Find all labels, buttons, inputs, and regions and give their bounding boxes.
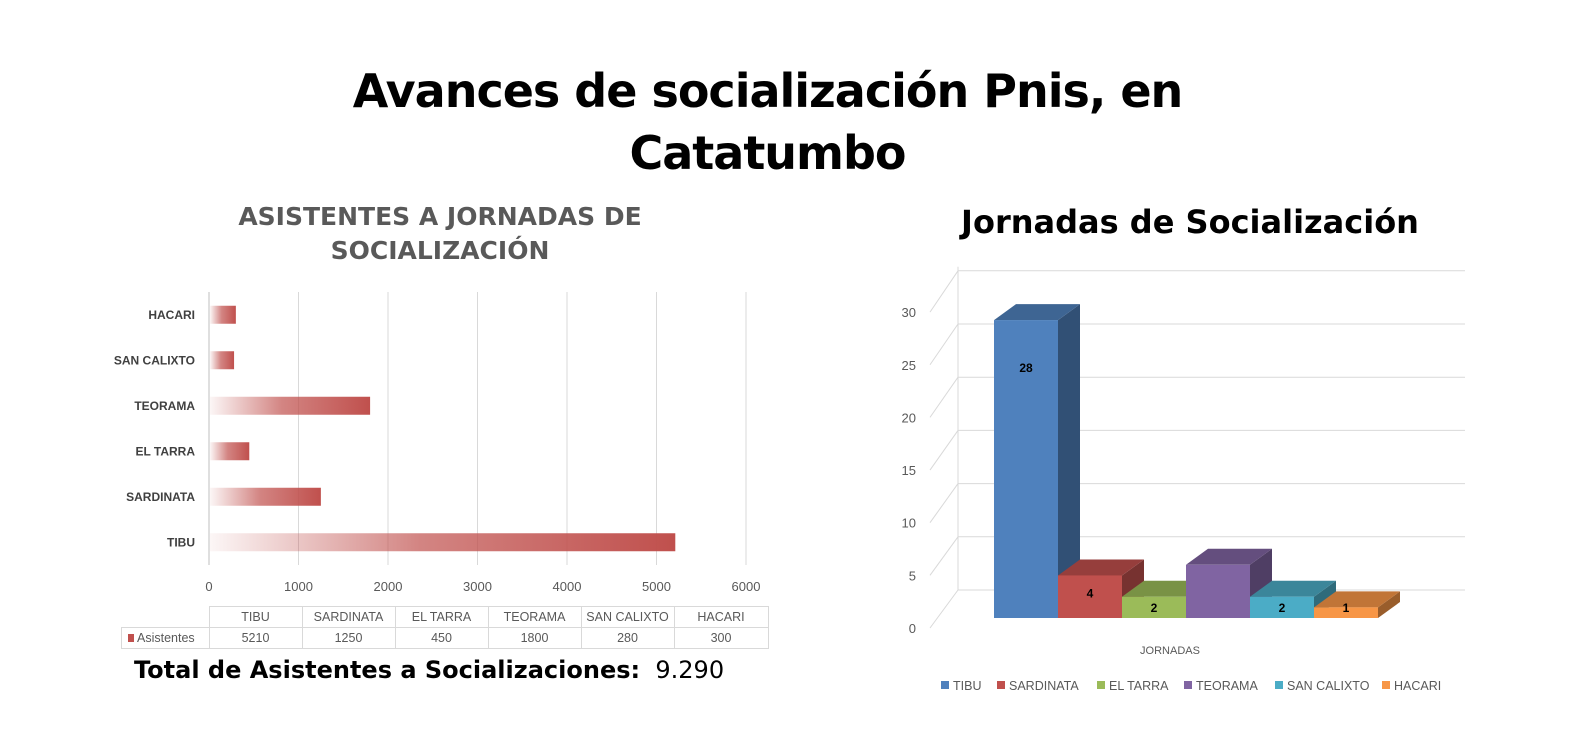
y-category-label: TIBU xyxy=(167,535,195,549)
bar-top-san-calixto xyxy=(1250,580,1336,597)
table-header-cell: HACARI xyxy=(673,606,769,628)
main-title-line-1: Avances de socialización Pnis, en xyxy=(352,64,1184,118)
bar-teorama xyxy=(210,396,371,415)
legend-swatch xyxy=(1275,681,1283,689)
bar-top-sardinata xyxy=(1058,559,1144,576)
bar-teorama xyxy=(1186,564,1250,618)
legend-label: TIBU xyxy=(953,679,981,693)
table-header-cell: SARDINATA xyxy=(301,606,396,628)
gridline-side xyxy=(929,430,959,471)
table-value-cell: 300 xyxy=(673,627,769,649)
bar-side-tibu xyxy=(1058,304,1080,618)
x-axis-label: JORNADAS xyxy=(1140,645,1200,657)
table-value-cell: 1250 xyxy=(301,627,396,649)
x-tick-label: 4000 xyxy=(553,579,582,594)
main-title-line-2: Catatumbo xyxy=(629,126,906,180)
gridline-side xyxy=(929,270,959,313)
legend-swatch xyxy=(1184,681,1192,689)
gridline-side xyxy=(929,536,959,576)
x-tick-label: 5000 xyxy=(642,579,671,594)
bar-hacari xyxy=(210,305,236,324)
y-tick-label: 10 xyxy=(902,516,916,531)
main-title: Avances de socialización Pnis, en Catatu… xyxy=(0,60,1535,184)
attendees-data-table: TIBU SARDINATA EL TARRA TEORAMA SAN CALIXTO H… xyxy=(121,606,769,649)
legend-label: HACARI xyxy=(1394,679,1441,693)
y-category-label: TEORAMA xyxy=(134,399,195,413)
legend-label: EL TARRA xyxy=(1109,679,1169,693)
table-header-row: TIBU SARDINATA EL TARRA TEORAMA SAN CALIXTO H… xyxy=(122,606,769,628)
y-tick-label: 25 xyxy=(902,358,916,373)
y-tick-label: 30 xyxy=(902,305,916,320)
gridline-side xyxy=(929,376,959,418)
table-value-cell: 450 xyxy=(394,627,489,649)
legend-swatch xyxy=(941,681,949,689)
bar-el-tarra xyxy=(210,442,250,461)
gridline-side xyxy=(929,483,959,523)
gridline-side xyxy=(929,323,959,366)
attendees-title-line-2: SOCIALIZACIÓN xyxy=(330,236,550,265)
legend-label: SAN CALIXTO xyxy=(1287,679,1370,693)
table-row: Asistentes 5210 1250 450 1800 280 300 xyxy=(121,627,769,649)
data-label: 28 xyxy=(1019,361,1033,375)
table-header-cell: TEORAMA xyxy=(487,606,582,628)
bar-sardinata xyxy=(210,487,321,506)
attendees-bar-chart: 0 1000 2000 3000 4000 5000 6000 TIBU SARDINATA EL… xyxy=(114,292,761,594)
legend-swatch xyxy=(997,681,1005,689)
total-label: Total de Asistentes a Socializaciones: xyxy=(134,656,641,684)
bar-side-hacari xyxy=(1378,591,1400,618)
y-tick-label: 0 xyxy=(909,621,916,636)
y-category-label: HACARI xyxy=(148,308,195,322)
legend-swatch xyxy=(1382,681,1390,689)
bar-san-calixto xyxy=(1250,596,1314,618)
data-label: 2 xyxy=(1151,601,1158,615)
total-attendees: Total de Asistentes a Socializaciones: 9… xyxy=(134,656,724,684)
x-tick-label: 0 xyxy=(205,579,212,594)
bar-top-tibu xyxy=(994,304,1080,321)
table-header-cell: SAN CALIXTO xyxy=(580,606,675,628)
x-tick-label: 3000 xyxy=(463,579,492,594)
legend-label: SARDINATA xyxy=(1009,679,1079,693)
y-category-label: SAN CALIXTO xyxy=(114,353,195,367)
y-tick-label: 20 xyxy=(902,410,916,425)
table-header-cell: TIBU xyxy=(208,606,303,628)
data-label: 2 xyxy=(1279,601,1286,615)
data-label: 4 xyxy=(1087,586,1094,600)
attendees-chart-title: ASISTENTES A JORNADAS DE SOCIALIZACIÓN xyxy=(200,200,680,268)
legend-label: TEORAMA xyxy=(1196,679,1258,693)
bar-top-teorama xyxy=(1186,548,1272,565)
bar-tibu xyxy=(994,320,1058,618)
bar-el-tarra xyxy=(1122,596,1186,618)
table-header-cell: EL TARRA xyxy=(394,606,489,628)
y-tick-label: 5 xyxy=(909,568,916,583)
table-value-cell: 1800 xyxy=(487,627,582,649)
y-category-label: EL TARRA xyxy=(135,444,195,458)
series-legend-swatch xyxy=(128,634,134,642)
series-label-cell: Asistentes xyxy=(121,627,210,649)
x-tick-label: 1000 xyxy=(284,579,313,594)
legend-swatch xyxy=(1097,681,1105,689)
total-value: 9.290 xyxy=(655,656,725,684)
data-label: 1 xyxy=(1343,601,1350,615)
bar-hacari xyxy=(1314,607,1378,618)
bar-tibu xyxy=(210,533,676,552)
x-tick-label: 2000 xyxy=(374,579,403,594)
attendees-title-line-1: ASISTENTES A JORNADAS DE xyxy=(238,202,642,231)
y-tick-label: 15 xyxy=(902,463,916,478)
bar-top-hacari xyxy=(1314,591,1400,608)
y-category-label: SARDINATA xyxy=(126,490,195,504)
gridline-side xyxy=(929,589,959,629)
bar-sardinata xyxy=(1058,575,1122,618)
x-tick-label: 6000 xyxy=(732,579,761,594)
bar-san-calixto xyxy=(210,351,235,370)
sessions-chart-title: Jornadas de Socialización xyxy=(961,203,1419,241)
table-value-cell: 5210 xyxy=(208,627,303,649)
